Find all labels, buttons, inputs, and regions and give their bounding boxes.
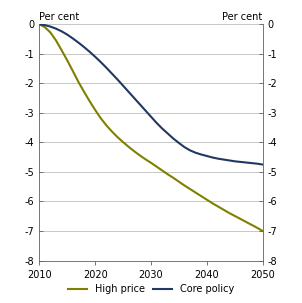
High price — [144, 158, 147, 161]
Core policy — [216, 157, 220, 161]
High price — [188, 187, 192, 191]
High price — [99, 116, 103, 120]
High price — [216, 205, 220, 208]
Core policy — [93, 55, 97, 58]
Core policy — [194, 151, 198, 155]
Core policy — [155, 121, 159, 125]
High price — [227, 211, 231, 215]
Core policy — [177, 141, 181, 145]
High price — [233, 214, 237, 218]
Core policy — [138, 102, 142, 106]
High price — [54, 39, 58, 42]
High price — [37, 22, 41, 26]
High price — [43, 25, 47, 29]
Core policy — [71, 37, 75, 40]
Core policy — [49, 25, 52, 28]
Core policy — [183, 145, 186, 149]
Line: Core policy: Core policy — [39, 24, 263, 165]
Core policy — [37, 22, 41, 26]
High price — [116, 135, 119, 139]
Core policy — [227, 158, 231, 162]
Core policy — [144, 109, 147, 112]
High price — [177, 180, 181, 184]
High price — [222, 208, 226, 211]
High price — [261, 229, 265, 233]
High price — [205, 198, 209, 201]
Core policy — [222, 158, 226, 161]
Core policy — [133, 96, 136, 100]
Core policy — [43, 23, 47, 27]
Text: Per cent: Per cent — [223, 12, 263, 22]
High price — [110, 130, 114, 133]
Core policy — [244, 161, 248, 164]
Core policy — [77, 41, 80, 44]
Legend: High price, Core policy: High price, Core policy — [64, 280, 238, 298]
High price — [200, 194, 203, 198]
Core policy — [261, 163, 265, 166]
Core policy — [116, 78, 119, 81]
High price — [88, 99, 92, 103]
Text: Per cent: Per cent — [39, 12, 79, 22]
High price — [211, 201, 214, 205]
High price — [149, 161, 153, 165]
Core policy — [255, 162, 259, 165]
High price — [239, 217, 242, 221]
High price — [250, 223, 253, 227]
Core policy — [239, 160, 242, 164]
High price — [172, 176, 175, 180]
Line: High price: High price — [39, 24, 263, 231]
High price — [77, 80, 80, 84]
Core policy — [66, 33, 69, 36]
Core policy — [211, 156, 214, 159]
Core policy — [121, 84, 125, 88]
High price — [60, 48, 63, 52]
Core policy — [127, 90, 130, 94]
High price — [71, 69, 75, 73]
High price — [93, 108, 97, 112]
High price — [183, 184, 186, 187]
Core policy — [172, 137, 175, 140]
High price — [133, 149, 136, 153]
High price — [127, 145, 130, 149]
Core policy — [88, 50, 92, 54]
Core policy — [110, 72, 114, 75]
Core policy — [99, 60, 103, 64]
Core policy — [82, 45, 86, 49]
Core policy — [250, 161, 253, 165]
Core policy — [160, 127, 164, 130]
High price — [82, 90, 86, 93]
Core policy — [104, 66, 108, 69]
High price — [66, 58, 69, 62]
High price — [104, 123, 108, 127]
Core policy — [233, 159, 237, 163]
High price — [138, 154, 142, 157]
Core policy — [166, 132, 170, 135]
Core policy — [188, 148, 192, 152]
Core policy — [205, 154, 209, 158]
High price — [155, 165, 159, 168]
Core policy — [200, 153, 203, 156]
Core policy — [60, 29, 63, 33]
High price — [166, 172, 170, 176]
High price — [194, 191, 198, 195]
High price — [121, 140, 125, 144]
High price — [255, 226, 259, 230]
High price — [244, 220, 248, 224]
High price — [160, 169, 164, 172]
Core policy — [149, 115, 153, 118]
Core policy — [54, 27, 58, 31]
High price — [49, 31, 52, 34]
